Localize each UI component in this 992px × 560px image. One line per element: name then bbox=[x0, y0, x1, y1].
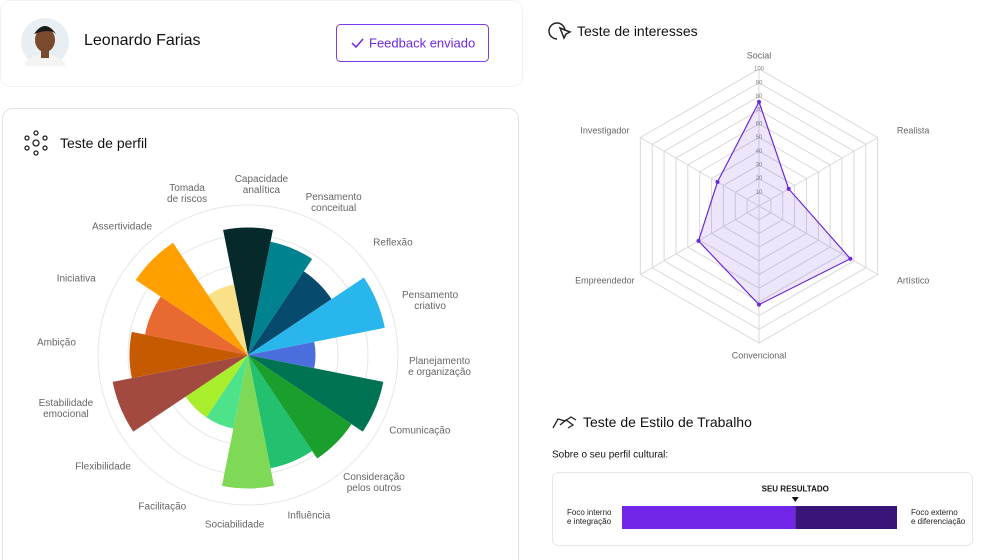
tick-label: 100 bbox=[754, 67, 765, 73]
section-title: Teste de perfil bbox=[60, 135, 148, 151]
axis-label: Artístico bbox=[896, 275, 930, 286]
category-label: Facilitação bbox=[138, 501, 187, 513]
radar-point bbox=[715, 180, 720, 185]
sector bbox=[248, 241, 313, 355]
section-title: Teste de Estilo de Trabalho bbox=[583, 414, 752, 430]
category-label: Iniciativa bbox=[56, 273, 96, 285]
header-card bbox=[0, 0, 523, 87]
sector bbox=[207, 284, 248, 355]
spoke bbox=[640, 137, 760, 207]
sector bbox=[185, 355, 248, 418]
category-label: Planejamento e organização bbox=[408, 355, 471, 378]
sector bbox=[221, 355, 275, 489]
category-label: Sociabilidade bbox=[204, 519, 265, 531]
tick-label: 90 bbox=[756, 80, 763, 86]
left-label: Foco interno e integração bbox=[567, 508, 612, 526]
category-label: Ambição bbox=[37, 337, 76, 349]
category-label: Pensamento criativo bbox=[402, 290, 459, 313]
category-label: Consideração pelos outros bbox=[343, 472, 405, 495]
user-name: Leonardo Farias bbox=[84, 32, 201, 49]
sector bbox=[129, 331, 248, 379]
subtitle: Sobre o seu perfil cultural: bbox=[552, 449, 669, 461]
sector bbox=[248, 355, 384, 432]
sector bbox=[112, 355, 248, 432]
category-label: Pensamento conceitual bbox=[305, 191, 362, 214]
handshake-icon bbox=[552, 416, 577, 429]
sector bbox=[223, 227, 273, 355]
avatar bbox=[21, 18, 69, 66]
axis-label: Social bbox=[746, 50, 772, 61]
tick-label: 80 bbox=[756, 94, 763, 100]
radar-point bbox=[848, 256, 853, 261]
grid-ring bbox=[97, 204, 399, 506]
tick-label: 70 bbox=[756, 108, 763, 114]
marker-label: SEU RESULTADO bbox=[761, 484, 829, 494]
sector bbox=[248, 341, 316, 369]
tick-label: 50 bbox=[756, 135, 763, 141]
section-title: Teste de interesses bbox=[577, 23, 698, 39]
category-label: Influência bbox=[287, 510, 331, 522]
sector bbox=[206, 355, 248, 429]
category-label: Assertividade bbox=[92, 221, 153, 233]
button-label[interactable]: Feedback enviado bbox=[369, 35, 476, 51]
sector bbox=[248, 355, 352, 459]
axis-label: Empreendedor bbox=[575, 275, 635, 286]
tick-label: 20 bbox=[756, 176, 763, 182]
category-label: Capacidade analítica bbox=[234, 174, 289, 197]
spoke bbox=[758, 205, 878, 275]
tick-label: 60 bbox=[756, 121, 763, 127]
check-icon bbox=[351, 38, 364, 49]
tick-label: 40 bbox=[756, 149, 763, 155]
category-label: Tomada de riscos bbox=[167, 182, 208, 205]
radar-point bbox=[786, 186, 791, 191]
sector bbox=[145, 296, 248, 355]
category-label: Comunicação bbox=[389, 425, 451, 437]
radar-point bbox=[757, 99, 761, 104]
sector bbox=[248, 277, 385, 355]
spoke bbox=[758, 137, 878, 207]
tick-label: 10 bbox=[756, 190, 763, 196]
radar-point bbox=[757, 302, 761, 307]
result-marker bbox=[791, 497, 799, 502]
category-label: Flexibilidade bbox=[75, 461, 131, 473]
network-icon bbox=[24, 130, 48, 156]
right-label: Foco externo e diferenciação bbox=[911, 508, 966, 526]
category-label: Estabilidade emocional bbox=[38, 397, 94, 420]
axis-label: Convencional bbox=[731, 350, 787, 361]
cursor-icon bbox=[548, 22, 572, 40]
radar-point bbox=[696, 238, 701, 243]
axis-label: Realista bbox=[896, 125, 930, 136]
category-label: Reflexão bbox=[373, 237, 413, 249]
sector bbox=[248, 271, 332, 355]
sector bbox=[248, 355, 313, 469]
bar-right bbox=[795, 506, 897, 529]
sector bbox=[135, 242, 248, 355]
axis-label: Investigador bbox=[580, 125, 630, 136]
tick-label: 30 bbox=[756, 162, 763, 168]
bar-left bbox=[622, 506, 796, 529]
feedback-button[interactable] bbox=[336, 24, 489, 62]
